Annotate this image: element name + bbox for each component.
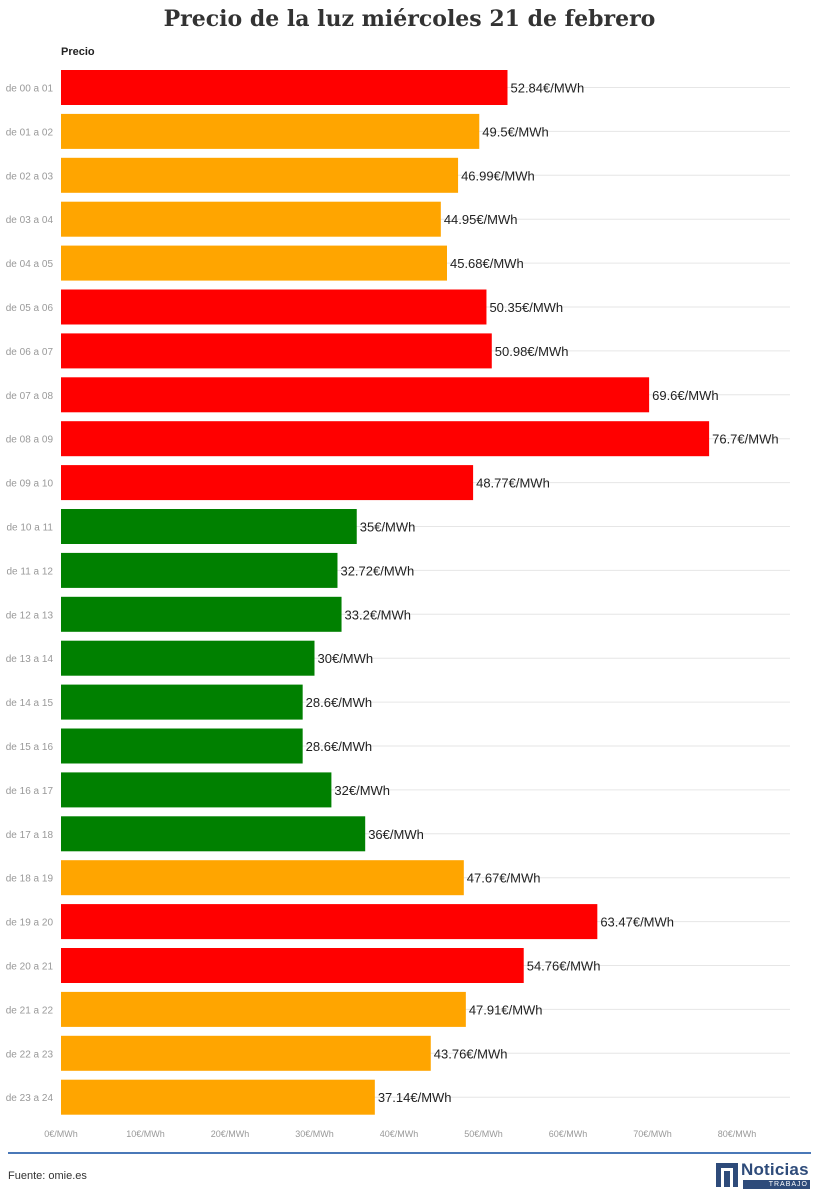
category-label: de 03 a 04 bbox=[6, 215, 54, 226]
bar bbox=[61, 113, 480, 149]
category-label: de 14 a 15 bbox=[6, 698, 54, 709]
x-tick-label: 10€/MWh bbox=[126, 1129, 165, 1139]
bar-chart: 52.84€/MWh 49.5€/MWh 46.99€/MWh 44.95€/MWh 4… bbox=[6, 70, 790, 1139]
noticias-trabajo-logo: Noticias TRABAJO bbox=[716, 1160, 812, 1190]
data-label: 32€/MWh bbox=[334, 783, 390, 798]
category-label: de 02 a 03 bbox=[6, 171, 54, 182]
x-tick-label: 30€/MWh bbox=[295, 1129, 334, 1139]
data-label: 44.95€/MWh bbox=[444, 212, 518, 227]
bar bbox=[61, 157, 459, 193]
data-label: 50.35€/MWh bbox=[489, 300, 563, 315]
bar bbox=[61, 377, 650, 413]
x-axis-ticks: 0€/MWh 10€/MWh 20€/MWh 30€/MWh 40€/MWh 50€/MW… bbox=[44, 1129, 756, 1139]
category-label: de 20 a 21 bbox=[6, 962, 54, 973]
category-label: de 08 a 09 bbox=[6, 435, 54, 446]
x-tick-label: 60€/MWh bbox=[549, 1129, 588, 1139]
data-label: 50.98€/MWh bbox=[495, 344, 569, 359]
data-label: 33.2€/MWh bbox=[345, 607, 411, 622]
category-label: de 07 a 08 bbox=[6, 391, 54, 402]
category-label: de 22 a 23 bbox=[6, 1049, 54, 1060]
bar bbox=[61, 860, 464, 896]
bar bbox=[61, 201, 441, 237]
data-label: 46.99€/MWh bbox=[461, 168, 535, 183]
category-label: de 09 a 10 bbox=[6, 479, 54, 490]
bar bbox=[61, 552, 338, 588]
category-label: de 19 a 20 bbox=[6, 918, 54, 929]
category-labels: de 00 a 01 de 01 a 02 de 02 a 03 de 03 a 04… bbox=[6, 84, 54, 1105]
category-label: de 23 a 24 bbox=[6, 1093, 54, 1104]
bar bbox=[61, 772, 332, 808]
category-label: de 18 a 19 bbox=[6, 874, 54, 885]
bar bbox=[61, 289, 487, 325]
data-label: 48.77€/MWh bbox=[476, 476, 550, 491]
data-label: 32.72€/MWh bbox=[340, 563, 414, 578]
bar bbox=[61, 684, 303, 720]
data-label: 49.5€/MWh bbox=[482, 124, 548, 139]
bar bbox=[61, 245, 447, 281]
category-label: de 06 a 07 bbox=[6, 347, 54, 358]
category-label: de 00 a 01 bbox=[6, 84, 54, 95]
bar bbox=[61, 991, 466, 1027]
series-label: Precio bbox=[61, 46, 95, 58]
data-label: 28.6€/MWh bbox=[306, 739, 372, 754]
logo-name: Noticias bbox=[741, 1160, 809, 1179]
category-label: de 11 a 12 bbox=[6, 566, 53, 577]
x-tick-label: 80€/MWh bbox=[718, 1129, 757, 1139]
bar bbox=[61, 816, 366, 852]
category-label: de 12 a 13 bbox=[6, 610, 54, 621]
data-label: 43.76€/MWh bbox=[434, 1046, 508, 1061]
bar bbox=[61, 1079, 375, 1115]
data-label: 37.14€/MWh bbox=[378, 1090, 452, 1105]
data-label: 45.68€/MWh bbox=[450, 256, 524, 271]
data-label: 28.6€/MWh bbox=[306, 695, 372, 710]
bar bbox=[61, 421, 710, 457]
category-label: de 01 a 02 bbox=[6, 127, 54, 138]
x-tick-label: 40€/MWh bbox=[380, 1129, 419, 1139]
data-label: 76.7€/MWh bbox=[712, 432, 778, 447]
data-label: 47.67€/MWh bbox=[467, 871, 541, 886]
data-label: 69.6€/MWh bbox=[652, 388, 718, 403]
data-label: 36€/MWh bbox=[368, 827, 424, 842]
data-labels: 52.84€/MWh 49.5€/MWh 46.99€/MWh 44.95€/MWh 4… bbox=[306, 81, 779, 1106]
source-text: Fuente: omie.es bbox=[8, 1170, 87, 1182]
category-label: de 10 a 11 bbox=[6, 523, 53, 534]
logo-mark-icon bbox=[716, 1163, 738, 1187]
bar bbox=[61, 596, 342, 632]
logo-subtitle: TRABAJO bbox=[743, 1180, 810, 1189]
category-label: de 15 a 16 bbox=[6, 742, 54, 753]
category-label: de 21 a 22 bbox=[6, 1005, 54, 1016]
bar bbox=[61, 948, 524, 983]
bars bbox=[61, 70, 710, 1115]
bar bbox=[61, 904, 598, 940]
category-label: de 13 a 14 bbox=[6, 654, 54, 665]
grid-lines bbox=[61, 87, 790, 1098]
data-label: 47.91€/MWh bbox=[469, 1002, 543, 1017]
category-label: de 05 a 06 bbox=[6, 303, 54, 314]
bar bbox=[61, 1035, 431, 1071]
data-label: 30€/MWh bbox=[318, 651, 374, 666]
x-tick-label: 20€/MWh bbox=[211, 1129, 250, 1139]
x-tick-label: 0€/MWh bbox=[44, 1129, 78, 1139]
x-tick-label: 70€/MWh bbox=[633, 1129, 672, 1139]
category-label: de 16 a 17 bbox=[6, 786, 54, 797]
x-tick-label: 50€/MWh bbox=[464, 1129, 503, 1139]
data-label: 54.76€/MWh bbox=[527, 959, 601, 974]
bar bbox=[61, 333, 492, 369]
category-label: de 17 a 18 bbox=[6, 830, 54, 841]
bar bbox=[61, 640, 315, 676]
data-label: 52.84€/MWh bbox=[510, 81, 584, 96]
bar bbox=[61, 465, 474, 501]
bar bbox=[61, 728, 303, 764]
data-label: 35€/MWh bbox=[360, 520, 416, 535]
bar bbox=[61, 509, 357, 544]
chart-title: Precio de la luz miércoles 21 de febrero bbox=[163, 6, 656, 32]
footer-divider bbox=[8, 1152, 811, 1154]
category-label: de 04 a 05 bbox=[6, 259, 54, 270]
bar bbox=[61, 70, 508, 105]
data-label: 63.47€/MWh bbox=[600, 915, 674, 930]
